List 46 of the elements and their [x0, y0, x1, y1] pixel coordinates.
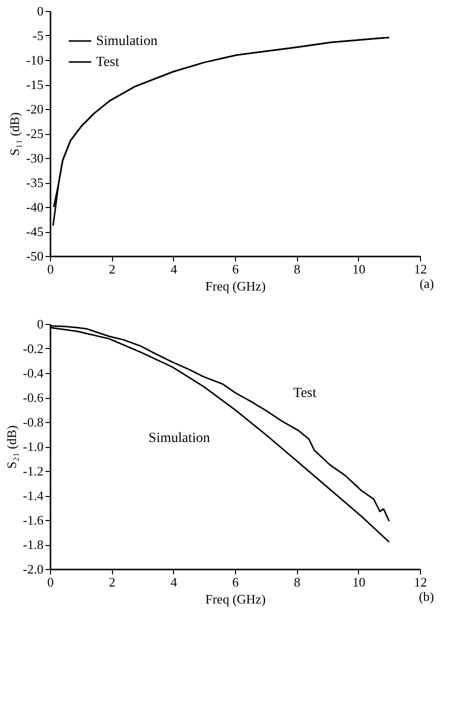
x-axis-title: Freq (GHz) — [205, 592, 266, 606]
x-tick-label: 8 — [294, 574, 300, 590]
y-tick-label: -25 — [26, 126, 44, 141]
x-tick-label: 2 — [108, 262, 116, 276]
legend-label: Simulation — [96, 34, 158, 49]
x-tick-label: 6 — [232, 262, 240, 276]
y-tick-label: -5 — [32, 28, 44, 43]
x-tick-label: 10 — [352, 262, 366, 276]
x-tick-label: 4 — [170, 574, 178, 590]
y-tick-label: -1.2 — [22, 464, 44, 478]
y-tick-label: -0.2 — [22, 341, 44, 356]
y-tick-label: -1.6 — [22, 512, 44, 528]
y-tick-label: 0 — [37, 4, 44, 18]
x-tick-label: 12 — [414, 262, 427, 276]
text: Simulation — [148, 430, 210, 446]
y-tick-label: -1.8 — [22, 537, 44, 552]
series-label: Test — [293, 386, 316, 401]
legend-label: Test — [96, 55, 120, 70]
text: (a) — [420, 276, 434, 291]
y-tick-label: 0 — [37, 316, 44, 332]
x-axis-title: Freq (GHz) — [205, 278, 266, 294]
x-tick-label: 0 — [47, 574, 54, 590]
y-tick-label: -15 — [26, 77, 44, 92]
x-tick-label: 4 — [170, 262, 178, 276]
y-tick-label: -50 — [26, 248, 44, 264]
y-tick-label: -20 — [26, 102, 44, 116]
x-tick-label: 0 — [47, 262, 54, 276]
y-tick-label: -2.0 — [22, 562, 44, 576]
x-tick-label: 12 — [414, 574, 427, 590]
x-tick-label: 8 — [294, 262, 300, 276]
y-tick-label: -35 — [26, 175, 44, 190]
y-tick-label: -0.6 — [22, 390, 44, 405]
y-tick-label: -0.4 — [22, 366, 44, 380]
y-tick-label: -1.4 — [22, 488, 44, 503]
y-axis-title: S₁₁ (dB) — [7, 112, 22, 156]
x-tick-label: 2 — [108, 574, 116, 590]
x-tick-label: 10 — [352, 574, 366, 590]
y-tick-label: -40 — [26, 200, 44, 214]
y-tick-label: -45 — [26, 224, 44, 239]
x-tick-label: 6 — [232, 574, 240, 590]
y-tick-label: -30 — [26, 150, 44, 166]
y-tick-label: -10 — [26, 52, 44, 68]
y-axis-title: S₂₁ (dB) — [4, 425, 19, 469]
text: (b) — [418, 589, 434, 604]
y-tick-label: -0.8 — [22, 414, 44, 430]
y-tick-label: -1.0 — [22, 439, 44, 454]
